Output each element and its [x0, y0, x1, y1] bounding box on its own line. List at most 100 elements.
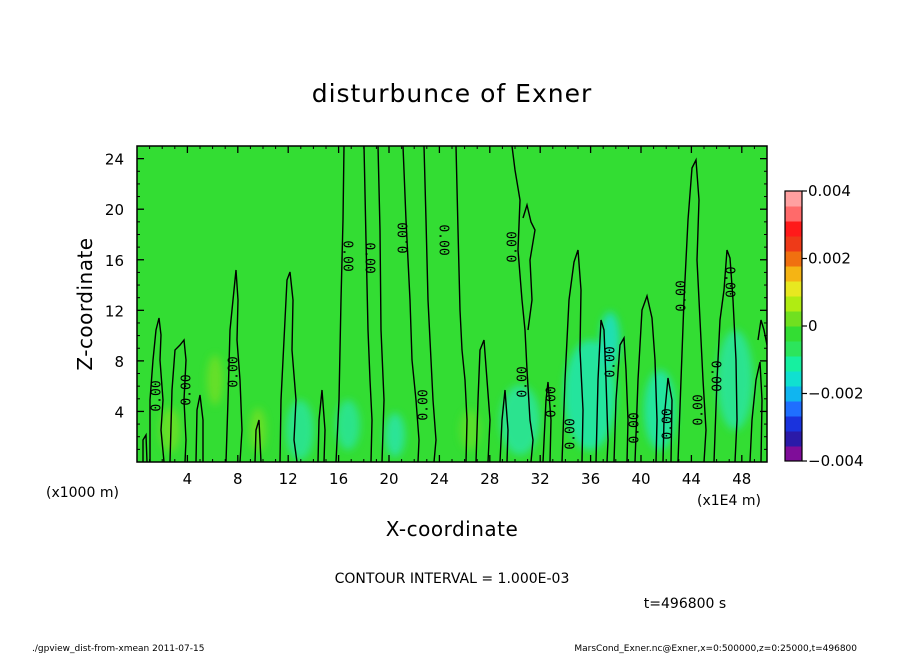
patch-teal-3 — [385, 413, 405, 457]
y-axis-ticks: 4 8 12 16 20 24 — [105, 151, 767, 450]
contour-line-4 — [195, 394, 204, 462]
contour-line-19 — [542, 381, 552, 462]
colorbar-segment — [785, 251, 802, 267]
contour-label: 0.00 — [675, 280, 690, 311]
colorbar-segment — [785, 446, 802, 462]
colorbar-segment — [785, 371, 802, 387]
contour-labels: 0.00 0.000.000.00 0.000.00 0.000.000.000.00… — [150, 222, 737, 449]
contour-label: 0.00 — [545, 386, 560, 417]
x-axis-label: X-coordinate — [386, 517, 519, 541]
contour-line-22 — [613, 335, 629, 462]
contour-line-17 — [511, 146, 534, 462]
colorbar-segment — [785, 431, 802, 447]
patch-lime-1 — [160, 408, 180, 452]
patch-teal-7 — [717, 330, 753, 430]
contour-label: 0.00 — [708, 360, 723, 391]
colorbar-tick-label: −0.004 — [808, 452, 864, 470]
colorbar-segment — [785, 206, 802, 222]
colorbar-segment — [785, 341, 802, 357]
x-tick-label: 20 — [379, 470, 398, 488]
x-scale-label: (x1E4 m) — [697, 493, 761, 509]
contour-label: 0.00 — [397, 222, 412, 253]
contour-label: 0.00 — [150, 380, 165, 411]
contour-label: 0.00 — [692, 394, 707, 425]
chart-title: disturbunce of Exner — [312, 79, 593, 108]
patch-teal-2 — [336, 400, 360, 450]
contour-line-8 — [317, 389, 326, 462]
colorbar-segment — [785, 281, 802, 297]
colorbar-tick-label: −0.002 — [808, 385, 864, 403]
contour-line-10 — [363, 146, 373, 462]
x-tick-label: 48 — [732, 470, 751, 488]
patch-teal-1 — [286, 400, 314, 460]
contour-label: 0.00 — [362, 242, 377, 273]
x-tick-label: 28 — [480, 470, 499, 488]
y-tick-label: 8 — [114, 353, 124, 371]
contour-label: 0.00 — [227, 356, 242, 387]
contour-line-18 — [522, 202, 536, 331]
contour-line-5 — [225, 269, 243, 462]
contour-label: 0.00 — [180, 374, 195, 405]
contour-line-23 — [634, 293, 658, 462]
contour-line-11 — [377, 146, 385, 462]
contour-label: 0.00 — [417, 389, 432, 420]
x-tick-label: 44 — [682, 470, 701, 488]
y-tick-label: 16 — [105, 252, 124, 270]
contour-line-27 — [749, 361, 763, 462]
y-tick-label: 24 — [105, 151, 124, 169]
patch-teal-5 — [564, 340, 616, 450]
colorbar-segment — [785, 221, 802, 237]
contour-label: 0.00 — [516, 366, 531, 397]
x-tick-label: 24 — [430, 470, 449, 488]
contour-line-13 — [423, 146, 437, 462]
contour-line-28 — [757, 319, 767, 346]
contour-label: 0.00 — [661, 408, 676, 439]
x-axis-ticks: 4 8 12 16 20 24 28 32 36 40 44 48 — [149, 146, 755, 488]
contour-line-26 — [713, 249, 738, 462]
x-tick-label: 8 — [233, 470, 243, 488]
colorbar-tick-label: 0.004 — [808, 182, 851, 200]
colorbar-tick-label: 0.002 — [808, 250, 851, 268]
colorbar-segment — [785, 191, 802, 207]
contour-label: 0.00 — [340, 240, 355, 271]
x-tick-label: 40 — [631, 470, 650, 488]
contour-line-9 — [335, 146, 345, 462]
time-label: t=496800 s — [644, 596, 726, 612]
colorbar-segment — [785, 326, 802, 342]
contour-line-21 — [595, 319, 609, 462]
patch-lime-4 — [460, 410, 480, 450]
contour-lines — [142, 146, 767, 462]
contour-line-15 — [475, 339, 491, 462]
contour-interval-text: CONTOUR INTERVAL = 1.000E-03 — [335, 571, 570, 587]
contour-line-12 — [402, 146, 420, 462]
contour-line-25 — [677, 157, 707, 462]
x-tick-label: 16 — [329, 470, 348, 488]
y-tick-label: 4 — [114, 403, 124, 421]
contour-line-1 — [142, 432, 148, 462]
colorbar-segment — [785, 236, 802, 252]
contour-label: 0.00 — [436, 224, 451, 255]
contour-label: 0.00 — [604, 346, 619, 377]
colorbar-segment — [785, 386, 802, 402]
y-axis-label: Z-coordinate — [73, 237, 97, 370]
colorbar-tick-label: 0 — [808, 317, 818, 335]
contour-line-16 — [499, 389, 509, 462]
colorbar-segment — [785, 401, 802, 417]
contour-label: 0.00 — [628, 412, 643, 443]
colorbar: 0.004 0.002 0 −0.002 −0.004 — [784, 182, 864, 470]
contour-line-24 — [662, 377, 673, 462]
contour-label: 0.00 — [722, 266, 737, 297]
patch-lime-2 — [207, 355, 223, 405]
colorbar-segment — [785, 356, 802, 372]
patch-lime-3 — [250, 408, 266, 452]
x-tick-label: 32 — [531, 470, 550, 488]
contour-label: 0.00 — [564, 418, 579, 449]
x-tick-label: 36 — [581, 470, 600, 488]
x-tick-label: 12 — [279, 470, 298, 488]
contour-line-2 — [149, 317, 165, 462]
patch-teal-4 — [500, 385, 540, 455]
contour-line-20 — [561, 249, 584, 462]
contour-line-14 — [455, 146, 468, 462]
x-tick-label: 4 — [183, 470, 193, 488]
